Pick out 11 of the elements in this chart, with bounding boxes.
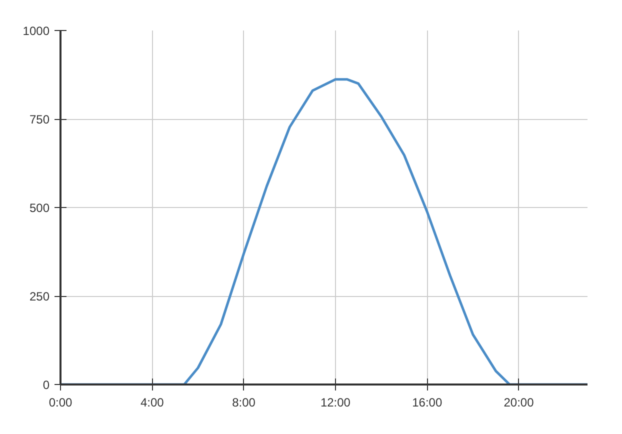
x-tick-label: 20:00 [504,396,534,410]
y-tick-label: 750 [29,112,50,126]
x-tick-label: 8:00 [232,396,256,410]
y-tick-label: 250 [29,290,50,304]
y-tick-label: 0 [42,378,50,392]
y-tick-label: 500 [29,201,50,215]
x-tick-label: 16:00 [412,396,442,410]
x-tick-label: 4:00 [140,396,164,410]
x-tick-label: 0:00 [48,396,73,410]
x-tick-label: 12:00 [320,396,351,410]
y-tick-label: 1000 [22,24,50,38]
